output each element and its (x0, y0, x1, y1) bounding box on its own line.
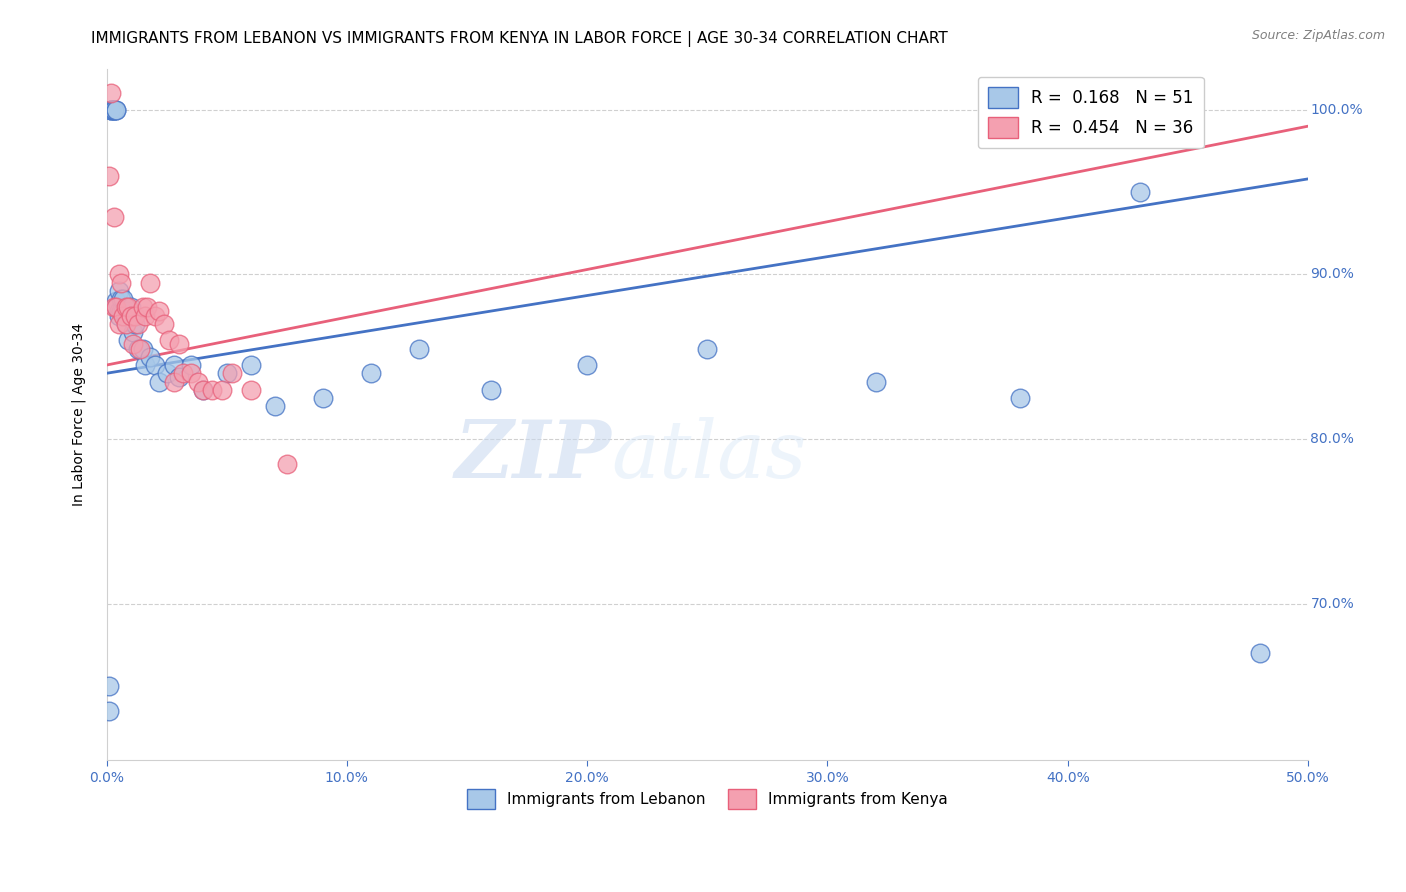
Point (127, 342, 149, 356)
Point (110, 276, 132, 290)
Point (215, 366, 238, 380)
Text: atlas: atlas (612, 417, 807, 495)
Point (211, 383, 233, 397)
Point (98, 704, 121, 718)
Point (105, 103, 128, 117)
Point (122, 325, 145, 339)
Point (105, 301, 128, 315)
Point (100, 103, 122, 117)
Point (110, 303, 132, 318)
Point (112, 292, 135, 306)
Point (98, 679, 121, 693)
Point (239, 383, 262, 397)
Point (100, 87, 122, 101)
Point (167, 336, 190, 351)
Point (153, 317, 176, 331)
Point (312, 391, 335, 405)
Text: 80.0%: 80.0% (1310, 432, 1354, 446)
Point (107, 268, 129, 282)
Point (276, 457, 298, 471)
Point (221, 366, 243, 380)
Point (180, 358, 202, 372)
Point (187, 375, 209, 389)
Point (156, 366, 179, 380)
Point (139, 350, 162, 364)
Point (98, 169, 121, 183)
Point (107, 317, 129, 331)
Point (134, 358, 156, 372)
Point (103, 210, 125, 224)
Point (163, 375, 186, 389)
Point (120, 301, 142, 315)
Point (131, 301, 153, 315)
Point (143, 358, 166, 372)
Point (148, 375, 170, 389)
Point (1008, 391, 1031, 405)
Point (105, 301, 128, 315)
Text: 90.0%: 90.0% (1310, 268, 1354, 282)
Point (124, 309, 146, 323)
Point (479, 383, 502, 397)
Y-axis label: In Labor Force | Age 30-34: In Labor Force | Age 30-34 (72, 323, 86, 506)
Point (865, 375, 887, 389)
Text: ZIP: ZIP (454, 417, 612, 495)
Point (117, 303, 139, 318)
Point (107, 303, 129, 318)
Point (136, 301, 159, 315)
Point (148, 303, 170, 318)
Point (117, 334, 139, 348)
Point (239, 358, 262, 372)
Point (129, 342, 152, 356)
Point (143, 309, 166, 323)
Point (114, 317, 136, 331)
Point (105, 103, 128, 117)
Point (131, 342, 153, 356)
Point (105, 293, 128, 308)
Point (103, 103, 125, 117)
Point (122, 336, 145, 351)
Point (576, 358, 599, 372)
Point (120, 309, 142, 323)
Point (112, 309, 135, 323)
Point (696, 342, 718, 356)
Point (124, 317, 146, 331)
Point (191, 383, 214, 397)
Point (163, 358, 186, 372)
Point (107, 309, 129, 323)
Point (100, 103, 122, 117)
Point (408, 342, 430, 356)
Point (110, 292, 132, 306)
Point (263, 399, 285, 413)
Point (103, 103, 125, 117)
Point (127, 317, 149, 331)
Point (100, 103, 122, 117)
Point (139, 276, 162, 290)
Point (157, 334, 180, 348)
Point (112, 303, 135, 318)
Point (201, 383, 224, 397)
Point (167, 369, 190, 384)
Text: 100.0%: 100.0% (1310, 103, 1362, 117)
Legend: Immigrants from Lebanon, Immigrants from Kenya: Immigrants from Lebanon, Immigrants from… (461, 783, 953, 815)
Point (114, 301, 136, 315)
Point (107, 284, 129, 298)
Point (114, 309, 136, 323)
Text: 70.0%: 70.0% (1310, 597, 1354, 611)
Text: Source: ZipAtlas.com: Source: ZipAtlas.com (1251, 29, 1385, 42)
Point (191, 383, 214, 397)
Point (103, 301, 125, 315)
Point (360, 366, 382, 380)
Point (180, 366, 202, 380)
Point (134, 309, 156, 323)
Point (117, 301, 139, 315)
Point (120, 309, 142, 323)
Point (1249, 646, 1271, 660)
Point (172, 366, 194, 380)
Point (114, 317, 136, 331)
Point (103, 103, 125, 117)
Point (1129, 185, 1152, 199)
Text: IMMIGRANTS FROM LEBANON VS IMMIGRANTS FROM KENYA IN LABOR FORCE | AGE 30-34 CORR: IMMIGRANTS FROM LEBANON VS IMMIGRANTS FR… (91, 31, 948, 47)
